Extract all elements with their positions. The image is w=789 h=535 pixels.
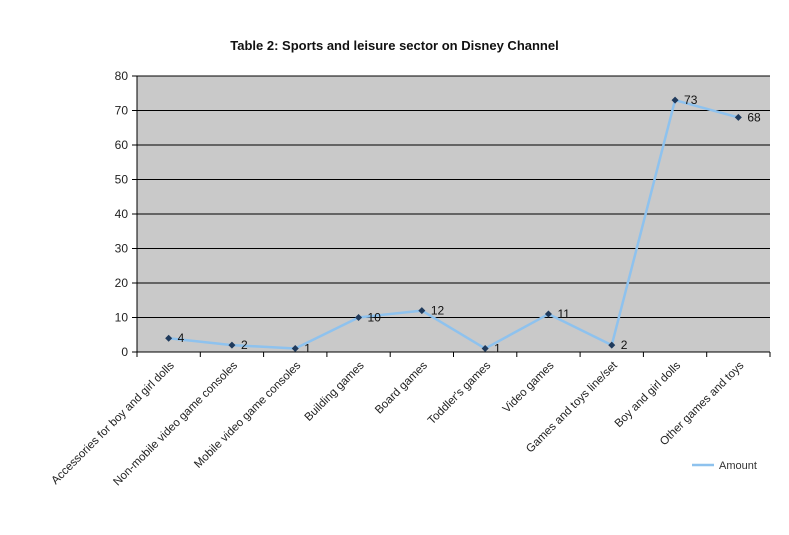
data-label: 73 — [684, 93, 698, 107]
data-point — [165, 334, 173, 342]
chart-title: Table 2: Sports and leisure sector on Di… — [230, 38, 559, 53]
data-point — [291, 345, 299, 353]
data-label: 11 — [557, 307, 570, 321]
data-point — [544, 310, 552, 318]
y-tick-label: 60 — [115, 138, 129, 152]
category-label: Board games — [373, 359, 430, 416]
category-label: Boy and girl dolls — [613, 359, 684, 430]
legend-label: Amount — [719, 460, 757, 472]
category-label: Building games — [303, 359, 367, 423]
y-tick-label: 10 — [115, 311, 129, 325]
data-point — [608, 341, 616, 349]
data-label: 2 — [241, 338, 248, 352]
data-label: 1 — [304, 342, 311, 356]
y-tick-label: 30 — [115, 242, 129, 256]
y-tick-label: 40 — [115, 207, 129, 221]
series-line — [168, 98, 739, 350]
category-label: Non-mobile video game consoles — [111, 359, 240, 488]
y-tick-label: 20 — [115, 276, 129, 290]
data-label: 1 — [494, 342, 501, 356]
data-label: 12 — [431, 304, 445, 318]
data-label: 68 — [747, 110, 761, 124]
data-label: 10 — [368, 311, 382, 325]
y-tick-label: 70 — [115, 104, 129, 118]
data-label: 4 — [178, 331, 185, 345]
data-point — [671, 96, 679, 104]
data-point — [228, 341, 236, 349]
category-label: Toddler's games — [426, 359, 494, 427]
data-point — [355, 314, 363, 321]
y-tick-label: 50 — [115, 173, 129, 187]
data-point — [734, 113, 742, 121]
y-tick-label: 0 — [121, 345, 128, 359]
y-tick-label: 80 — [115, 69, 129, 83]
data-label: 2 — [621, 338, 628, 352]
category-label: Accessories for boy and girl dolls — [49, 359, 177, 487]
data-point — [481, 345, 489, 353]
category-label: Mobile video game consoles — [192, 359, 303, 470]
data-point — [418, 307, 426, 315]
category-label: Video games — [501, 359, 557, 415]
